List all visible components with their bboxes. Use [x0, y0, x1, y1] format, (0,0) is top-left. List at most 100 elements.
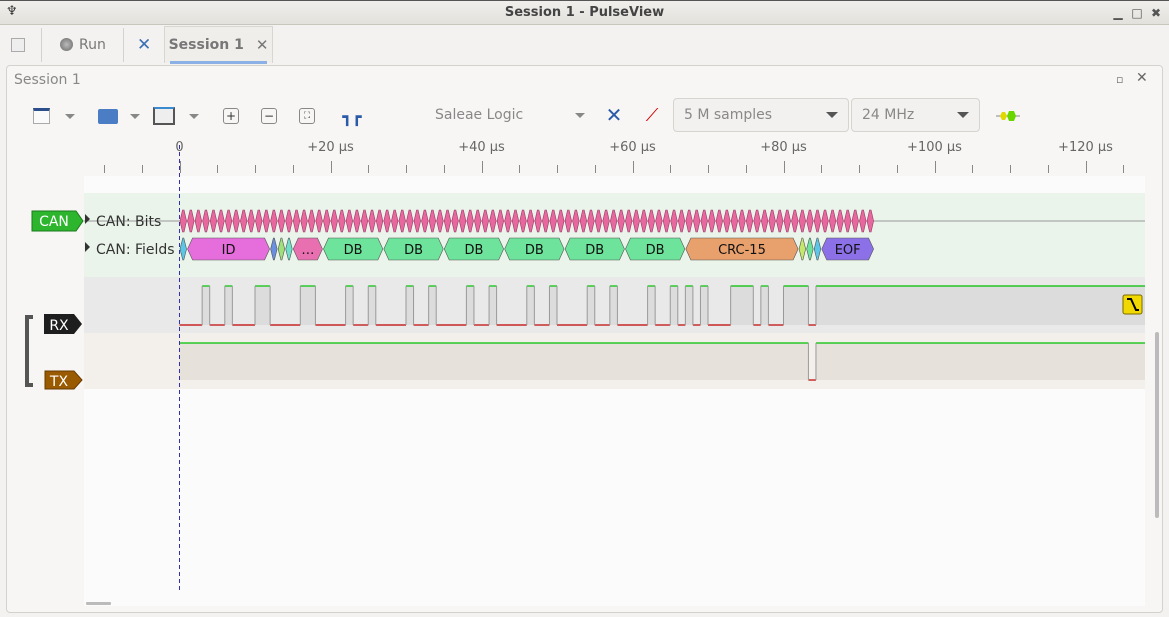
- bit-annotation[interactable]: [292, 209, 301, 233]
- tab-session-1[interactable]: Session 1 ✕: [164, 26, 273, 64]
- bit-annotation[interactable]: [715, 209, 723, 233]
- field-annotation[interactable]: [277, 237, 286, 261]
- bit-annotation[interactable]: [398, 209, 406, 233]
- device-selector[interactable]: Saleae Logic: [425, 98, 595, 132]
- bit-annotation[interactable]: [285, 209, 293, 233]
- zoom-in-button[interactable]: +: [222, 104, 240, 128]
- close-button[interactable]: ✖: [1150, 6, 1162, 20]
- cursors-button[interactable]: ┓┏: [340, 104, 364, 128]
- bit-annotation[interactable]: [511, 209, 520, 233]
- zoom-out-button[interactable]: −: [260, 104, 278, 128]
- bit-annotation[interactable]: [745, 209, 754, 233]
- bit-annotation[interactable]: [232, 209, 240, 233]
- save-button[interactable]: [152, 104, 176, 128]
- bit-annotation[interactable]: [187, 209, 195, 233]
- bit-annotation[interactable]: [768, 209, 776, 233]
- bit-annotation[interactable]: [489, 209, 497, 233]
- rx-signal-tag[interactable]: [44, 314, 82, 334]
- bit-annotation[interactable]: [451, 209, 459, 233]
- bit-annotation[interactable]: [579, 209, 588, 233]
- bit-annotation[interactable]: [526, 209, 535, 233]
- minimize-button[interactable]: ▁: [1113, 6, 1123, 20]
- bit-annotation[interactable]: [368, 209, 376, 233]
- bit-annotation[interactable]: [655, 209, 663, 233]
- bit-annotation[interactable]: [594, 209, 603, 233]
- bit-annotation[interactable]: [443, 209, 452, 233]
- close-panel-button[interactable]: ✕: [1136, 70, 1148, 86]
- save-dropdown[interactable]: [187, 104, 201, 128]
- bit-annotation[interactable]: [330, 209, 338, 233]
- bit-annotation[interactable]: [866, 209, 874, 233]
- bit-annotation[interactable]: [277, 209, 286, 233]
- bit-annotation[interactable]: [859, 209, 867, 233]
- bit-annotation[interactable]: [617, 209, 625, 233]
- bit-annotation[interactable]: [761, 209, 769, 233]
- close-tab-icon[interactable]: ✕: [255, 36, 269, 54]
- field-annotation[interactable]: [813, 237, 822, 261]
- bit-annotation[interactable]: [798, 209, 806, 233]
- bit-annotation[interactable]: [587, 209, 595, 233]
- bit-annotation[interactable]: [202, 209, 210, 233]
- bit-annotation[interactable]: [459, 209, 467, 233]
- field-annotation[interactable]: [806, 237, 814, 261]
- tx-signal-tag[interactable]: [44, 370, 83, 390]
- field-annotation[interactable]: …: [292, 237, 323, 261]
- bit-annotation[interactable]: [564, 209, 572, 233]
- bit-annotation[interactable]: [421, 209, 429, 233]
- bit-annotation[interactable]: [806, 209, 814, 233]
- vertical-scrollbar[interactable]: [1155, 332, 1159, 518]
- bit-annotation[interactable]: [738, 209, 746, 233]
- bit-annotation[interactable]: [300, 209, 308, 233]
- bit-annotation[interactable]: [217, 209, 225, 233]
- expand-bits-icon[interactable]: [85, 214, 90, 224]
- bit-annotation[interactable]: [730, 209, 739, 233]
- new-view-button[interactable]: [11, 26, 25, 63]
- bit-annotation[interactable]: [353, 209, 361, 233]
- field-annotation[interactable]: [285, 237, 293, 261]
- time-ruler[interactable]: 0 +20 µs +40 µs +60 µs +80 µs +100 µs +120 µs: [84, 140, 1145, 176]
- bit-annotation[interactable]: [255, 209, 263, 233]
- bit-annotation[interactable]: [519, 209, 527, 233]
- bit-annotation[interactable]: [224, 209, 233, 233]
- samplerate-select[interactable]: 24 MHz: [851, 98, 980, 132]
- bit-annotation[interactable]: [534, 209, 542, 233]
- bit-annotation[interactable]: [670, 209, 678, 233]
- run-button[interactable]: Run: [60, 26, 106, 63]
- bit-annotation[interactable]: [700, 209, 708, 233]
- bit-annotation[interactable]: [436, 209, 444, 233]
- bit-annotation[interactable]: [572, 209, 580, 233]
- field-annotation[interactable]: DB: [383, 237, 444, 261]
- bit-annotation[interactable]: [632, 209, 640, 233]
- bit-annotation[interactable]: [315, 209, 323, 233]
- field-annotation[interactable]: EOF: [821, 237, 874, 261]
- field-annotation[interactable]: DB: [504, 237, 565, 261]
- bit-annotation[interactable]: [549, 209, 557, 233]
- bit-annotation[interactable]: [481, 209, 489, 233]
- bit-annotation[interactable]: [247, 209, 255, 233]
- field-annotation[interactable]: [179, 237, 187, 261]
- bit-annotation[interactable]: [391, 209, 399, 233]
- bit-annotation[interactable]: [813, 209, 822, 233]
- field-annotation[interactable]: DB: [625, 237, 686, 261]
- field-annotation[interactable]: DB: [443, 237, 504, 261]
- bit-annotation[interactable]: [496, 209, 504, 233]
- bit-annotation[interactable]: [323, 209, 331, 233]
- probe-config-button[interactable]: ⟋: [640, 103, 664, 127]
- bit-annotation[interactable]: [375, 209, 384, 233]
- bit-annotation[interactable]: [413, 209, 421, 233]
- bit-annotation[interactable]: [474, 209, 482, 233]
- field-annotation[interactable]: DB: [564, 237, 625, 261]
- open-dropdown[interactable]: [128, 104, 142, 128]
- bit-annotation[interactable]: [338, 209, 346, 233]
- expand-fields-icon[interactable]: [85, 242, 90, 252]
- bit-annotation[interactable]: [753, 209, 761, 233]
- bit-annotation[interactable]: [640, 209, 648, 233]
- bit-annotation[interactable]: [828, 209, 837, 233]
- bit-annotation[interactable]: [708, 209, 716, 233]
- field-annotation[interactable]: [270, 237, 278, 261]
- horizontal-scrollbar[interactable]: [86, 602, 111, 605]
- field-annotation[interactable]: ID: [187, 237, 270, 261]
- field-annotation[interactable]: CRC-15: [685, 237, 799, 261]
- bit-annotation[interactable]: [662, 209, 671, 233]
